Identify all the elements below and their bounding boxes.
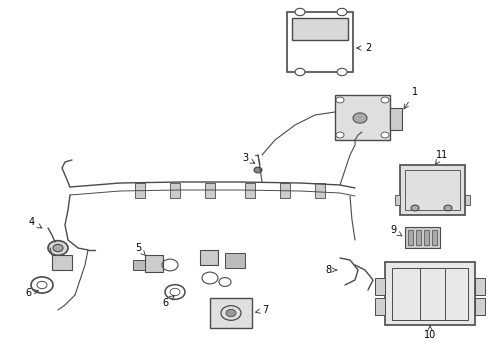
Bar [465,195,470,205]
Bar [200,250,218,265]
Bar [390,108,402,130]
Text: 1: 1 [404,87,418,109]
Bar [375,298,385,315]
Circle shape [295,8,305,16]
Bar [133,260,145,270]
Bar [475,298,485,315]
Bar [405,227,440,248]
Bar [385,262,475,325]
Circle shape [48,240,68,255]
Bar [335,95,390,140]
Bar [292,18,348,40]
Bar [424,230,429,245]
Bar [170,183,180,198]
Text: 3: 3 [242,153,255,163]
Bar [416,230,421,245]
Bar [210,298,252,328]
Bar [405,170,460,210]
Circle shape [381,132,389,138]
Circle shape [295,68,305,76]
Text: 11: 11 [436,150,448,164]
Circle shape [337,68,347,76]
Circle shape [336,97,344,103]
Bar [145,255,163,272]
Circle shape [444,205,452,211]
Bar [395,195,400,205]
Circle shape [53,244,63,252]
Text: 10: 10 [424,326,436,340]
Bar [225,253,245,268]
Bar [400,165,465,215]
Circle shape [226,309,236,317]
Bar [315,183,325,198]
Circle shape [411,205,419,211]
Bar [392,268,468,320]
Circle shape [337,8,347,16]
Circle shape [353,113,367,123]
Bar [205,183,215,198]
Bar [280,183,290,198]
Bar [52,255,72,270]
Circle shape [336,132,344,138]
Bar [408,230,413,245]
Text: 2: 2 [357,43,371,53]
Bar [287,12,353,72]
Circle shape [254,167,262,173]
Bar [432,230,437,245]
Text: 6: 6 [25,288,38,298]
Text: 4: 4 [29,217,42,228]
Bar [375,278,385,295]
Circle shape [381,97,389,103]
Text: 6: 6 [162,296,174,308]
Text: 9: 9 [390,225,402,236]
Bar [245,183,255,198]
Bar [475,278,485,295]
Text: 5: 5 [135,243,146,256]
Bar [135,183,145,198]
Text: 7: 7 [256,305,268,315]
Text: 8: 8 [325,265,337,275]
